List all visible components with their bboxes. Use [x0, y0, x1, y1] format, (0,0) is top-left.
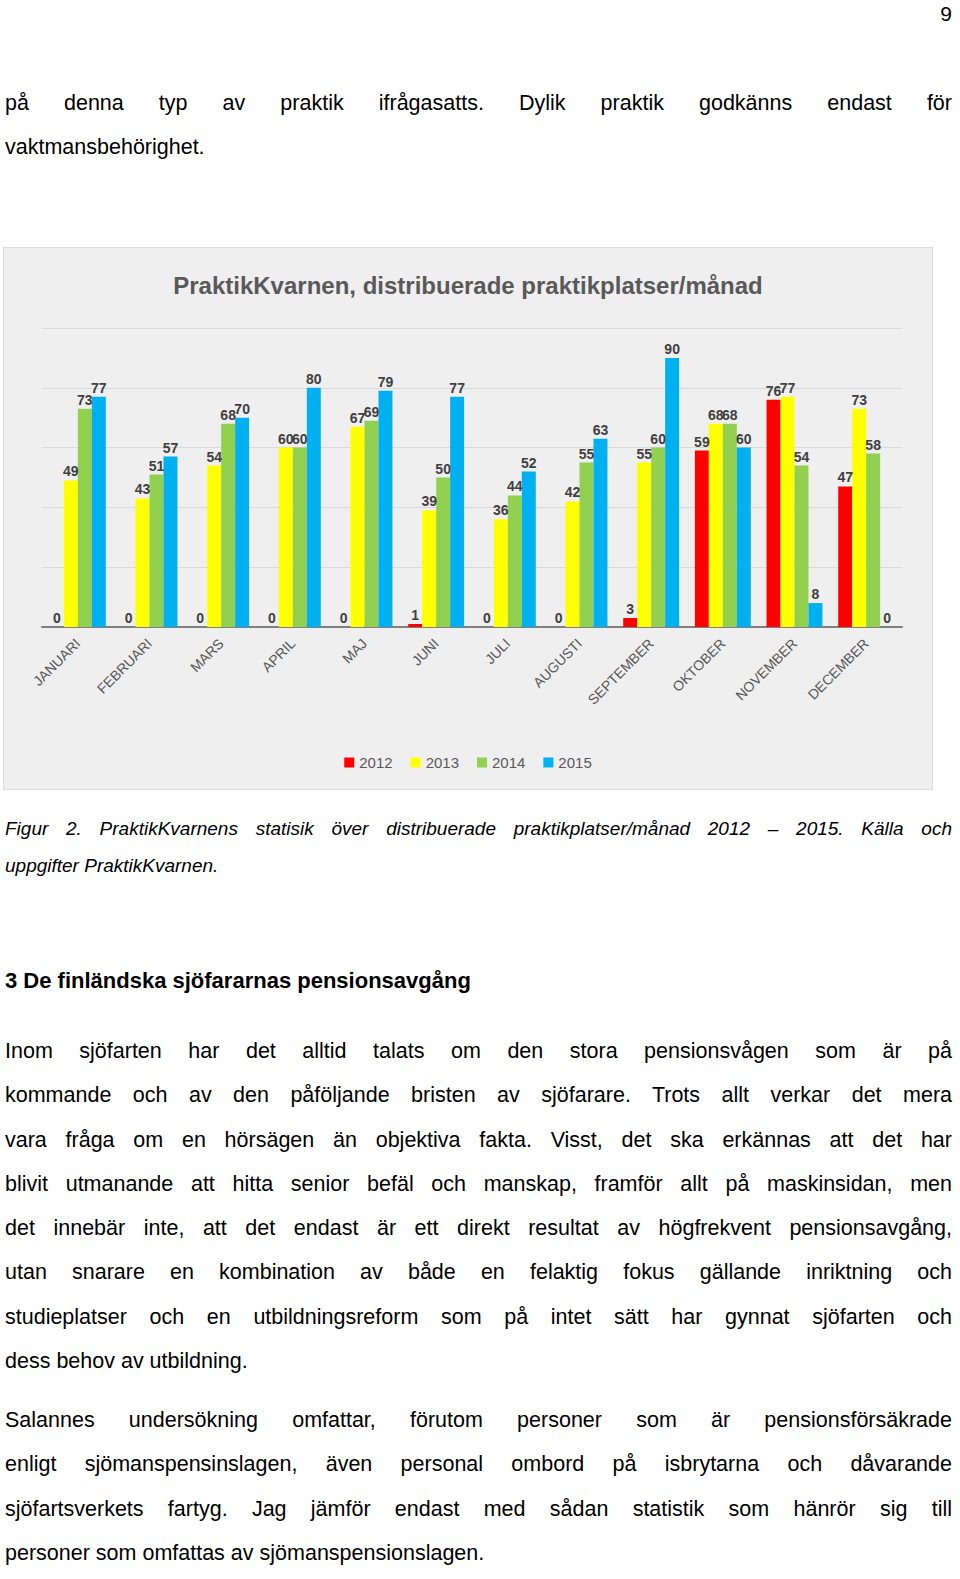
svg-text:54: 54 [794, 449, 810, 465]
svg-text:SEPTEMBER: SEPTEMBER [585, 635, 657, 707]
html-text:Figur 2. PraktikKvarnens stati: Figur 2. PraktikKvarnens statisik över d… [5, 818, 952, 839]
svg-text:43: 43 [135, 481, 151, 497]
svg-text:51: 51 [149, 458, 165, 474]
svg-text:80: 80 [306, 371, 322, 387]
svg-text:42: 42 [565, 484, 581, 500]
svg-text:2012: 2012 [359, 754, 392, 771]
svg-text:55: 55 [636, 446, 652, 462]
svg-text:0: 0 [53, 610, 61, 626]
html-text:sjöfartsverkets fartyg. Jag jä: sjöfartsverkets fartyg. Jag jämför endas… [5, 1496, 952, 1521]
html-text:personer som omfattas av sjöma: personer som omfattas av sjömanspensions… [5, 1540, 485, 1565]
svg-text:79: 79 [378, 374, 394, 390]
svg-text:69: 69 [364, 404, 380, 420]
svg-text:55: 55 [579, 446, 595, 462]
svg-text:0: 0 [483, 610, 491, 626]
html-text:studieplatser och en utbildnin: studieplatser och en utbildningsreform s… [5, 1304, 952, 1329]
svg-text:54: 54 [206, 449, 222, 465]
svg-text:39: 39 [421, 493, 437, 509]
svg-text:2015: 2015 [558, 754, 591, 771]
html-text:3 De finländska sjöfararnas pe: 3 De finländska sjöfararnas pensionsavgå… [5, 968, 471, 993]
svg-text:36: 36 [493, 502, 509, 518]
svg-text:76: 76 [765, 382, 782, 399]
html-text:uppgifter PraktikKvarnen.: uppgifter PraktikKvarnen. [5, 855, 219, 876]
svg-text:FEBRUARI: FEBRUARI [94, 635, 155, 696]
svg-text:0: 0 [340, 610, 348, 626]
svg-text:59: 59 [694, 434, 710, 450]
svg-text:73: 73 [77, 391, 93, 408]
svg-text:0: 0 [268, 610, 276, 626]
svg-text:77: 77 [91, 380, 107, 396]
html-text:9: 9 [940, 2, 952, 25]
svg-text:60: 60 [292, 431, 308, 447]
svg-text:AUGUSTI: AUGUSTI [530, 635, 585, 690]
svg-text:OKTOBER: OKTOBER [669, 635, 728, 694]
svg-text:49: 49 [63, 463, 79, 479]
svg-text:44: 44 [507, 478, 523, 494]
html-text:vara fråga om en hörsägen än o: vara fråga om en hörsägen än objektiva f… [5, 1127, 952, 1152]
svg-text:JANUARI: JANUARI [30, 635, 84, 689]
svg-text:3: 3 [626, 601, 634, 617]
svg-text:68: 68 [722, 407, 738, 423]
svg-text:68: 68 [708, 406, 724, 423]
svg-text:MARS: MARS [187, 635, 227, 675]
svg-text:8: 8 [812, 586, 820, 602]
svg-text:2014: 2014 [492, 754, 525, 771]
svg-text:MAJ: MAJ [339, 635, 370, 666]
html-text:vaktmansbehörighet.: vaktmansbehörighet. [5, 135, 205, 160]
svg-text:1: 1 [411, 607, 419, 623]
svg-text:JUNI: JUNI [409, 635, 442, 668]
html-text:kommande och av den påföljande: kommande och av den påföljande bristen a… [5, 1083, 952, 1108]
html-text:dess behov av utbildning.: dess behov av utbildning. [5, 1349, 248, 1374]
svg-text:NOVEMBER: NOVEMBER [732, 635, 800, 703]
svg-text:50: 50 [435, 461, 451, 477]
svg-text:47: 47 [837, 469, 853, 485]
svg-text:52: 52 [521, 455, 537, 471]
svg-text:77: 77 [780, 380, 796, 396]
html-text:på denna typ av praktik ifråga: på denna typ av praktik ifrågasatts. Dyl… [5, 91, 952, 115]
svg-text:DECEMBER: DECEMBER [804, 635, 871, 702]
html-text:blivit utmanande att hitta sen: blivit utmanande att hitta senior befäl … [5, 1171, 952, 1196]
svg-text:2013: 2013 [426, 754, 459, 771]
svg-text:67: 67 [349, 409, 366, 426]
html-text:Inom sjöfarten har det alltid: Inom sjöfarten har det alltid talats om … [5, 1039, 952, 1063]
svg-text:0: 0 [883, 610, 891, 626]
svg-text:73: 73 [851, 392, 867, 408]
svg-text:APRIL: APRIL [259, 635, 299, 675]
svg-text:0: 0 [125, 610, 133, 626]
svg-text:77: 77 [449, 380, 465, 396]
svg-text:0: 0 [555, 610, 563, 626]
svg-text:68: 68 [220, 406, 236, 423]
svg-text:60: 60 [736, 431, 752, 447]
svg-text:58: 58 [865, 437, 881, 453]
html-text:enligt sjömanspensinslagen, äv: enligt sjömanspensinslagen, även persona… [5, 1452, 952, 1477]
svg-text:60: 60 [278, 430, 294, 447]
svg-text:70: 70 [234, 401, 250, 417]
svg-text:60: 60 [650, 431, 666, 447]
svg-text:63: 63 [593, 422, 609, 438]
html-text:utan snarare en kombination av: utan snarare en kombination av både en f… [5, 1260, 952, 1285]
html-text:Salannes undersökning omfattar: Salannes undersökning omfattar, förutom … [5, 1408, 952, 1432]
svg-text:PraktikKvarnen, distribuerade: PraktikKvarnen, distribuerade praktikpla… [173, 272, 763, 299]
svg-text:0: 0 [196, 610, 204, 626]
html-text:det innebär inte, att det enda: det innebär inte, att det endast är ett … [5, 1216, 952, 1241]
svg-text:57: 57 [163, 440, 179, 456]
svg-text:JULI: JULI [482, 635, 514, 667]
svg-text:90: 90 [664, 341, 680, 357]
